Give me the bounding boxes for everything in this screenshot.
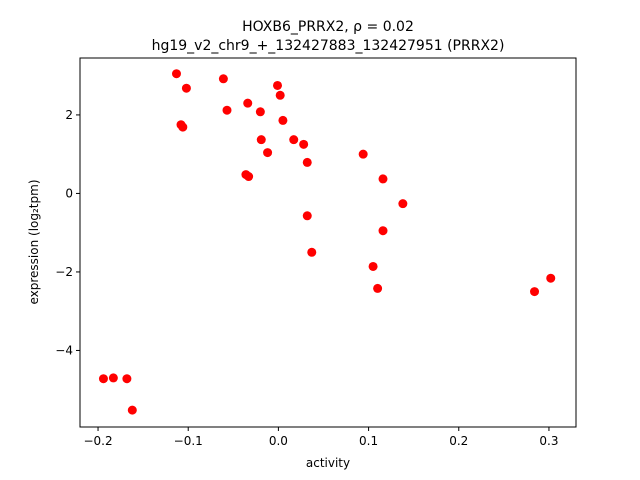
data-point [218,74,228,84]
x-tick-label: 0.2 [449,434,468,448]
plot-area-frame [79,57,577,428]
y-axis-label: expression (log₂tpm) [27,179,41,304]
data-point [178,122,188,132]
data-point [273,80,282,90]
y-ticks: −4 −2 0 2 [55,108,80,357]
data-point [255,107,265,117]
data-point [302,211,312,221]
data-point [127,405,137,415]
data-point [181,83,191,93]
data-point [122,374,132,384]
x-tick-label: 0.1 [359,434,378,448]
points-layer [98,69,556,415]
x-axis-label: activity [306,456,350,470]
data-point [243,98,253,108]
data-point [546,273,556,283]
data-point [289,135,299,145]
data-point [98,374,108,384]
x-tick-label: −0.1 [174,434,203,448]
data-point [378,226,388,236]
x-tick-label: 0.0 [269,434,288,448]
data-point [244,172,254,182]
data-point [373,283,383,293]
data-point [302,157,312,167]
data-point [275,90,285,100]
data-point [358,149,368,159]
x-ticks: −0.2 −0.1 0.0 0.1 0.2 0.3 [83,427,558,448]
data-point [256,135,266,145]
y-tick-label: 2 [65,108,73,122]
x-tick-label: 0.3 [539,434,558,448]
data-point [108,373,118,383]
chart-title-line2: hg19_v2_chr9_+_132427883_132427951 (PRRX… [152,38,505,54]
chart-title-line1: HOXB6_PRRX2, ρ = 0.02 [242,19,414,35]
data-point [398,199,408,209]
data-point [299,139,309,149]
y-tick-label: −2 [55,265,73,279]
data-point [530,287,540,297]
data-point [278,115,288,125]
data-point [307,247,317,257]
y-tick-label: −4 [55,343,73,357]
data-point [222,105,232,115]
data-point [368,261,378,271]
data-point [378,174,388,184]
x-tick-label: −0.2 [83,434,112,448]
data-point [171,69,181,79]
y-tick-label: 0 [65,186,73,200]
data-point [263,148,273,158]
